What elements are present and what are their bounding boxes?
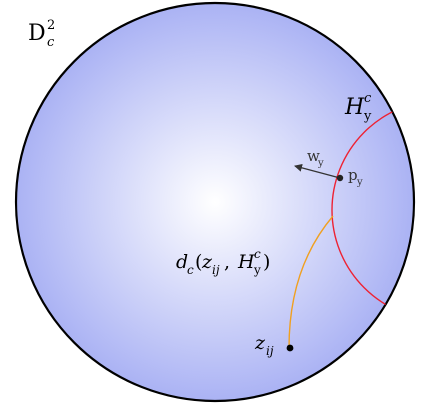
- horosphere-label: H c y: [344, 91, 372, 124]
- point-z-ij: [286, 344, 294, 352]
- svg-text:ij: ij: [212, 263, 220, 277]
- point-p-y: [336, 174, 344, 182]
- poincare-disk: [14, 1, 416, 403]
- svg-text:D: D: [28, 21, 46, 46]
- svg-text:ij: ij: [266, 344, 274, 358]
- svg-text:,: ,: [224, 251, 236, 273]
- svg-text:d: d: [176, 251, 188, 273]
- svg-text:2: 2: [47, 18, 55, 33]
- svg-text:z: z: [201, 251, 213, 273]
- svg-text:y: y: [356, 177, 363, 188]
- svg-text:y: y: [317, 158, 324, 169]
- svg-text:y: y: [253, 263, 261, 277]
- horosphere-arc: [331, 99, 414, 321]
- space-label: D 2 c: [28, 18, 55, 50]
- svg-text:H: H: [237, 251, 255, 273]
- svg-text:c: c: [364, 91, 372, 106]
- svg-text:): ): [263, 251, 270, 273]
- point-label: p y: [348, 166, 363, 188]
- normal-vector-arrow: [294, 163, 341, 179]
- svg-text:w: w: [307, 147, 320, 165]
- svg-text:y: y: [363, 109, 372, 124]
- distance-label: d c ( z ij , H c y ): [176, 247, 270, 277]
- svg-text:c: c: [187, 263, 194, 277]
- sample-label: z ij: [254, 332, 274, 358]
- svg-text:H: H: [344, 95, 365, 120]
- svg-text:p: p: [348, 166, 358, 184]
- svg-text:z: z: [254, 332, 266, 354]
- svg-text:c: c: [47, 35, 55, 50]
- svg-text:(: (: [195, 251, 202, 273]
- svg-text:c: c: [254, 247, 261, 261]
- geodesic-distance-curve: [288, 215, 334, 349]
- vector-label: w y: [307, 147, 324, 169]
